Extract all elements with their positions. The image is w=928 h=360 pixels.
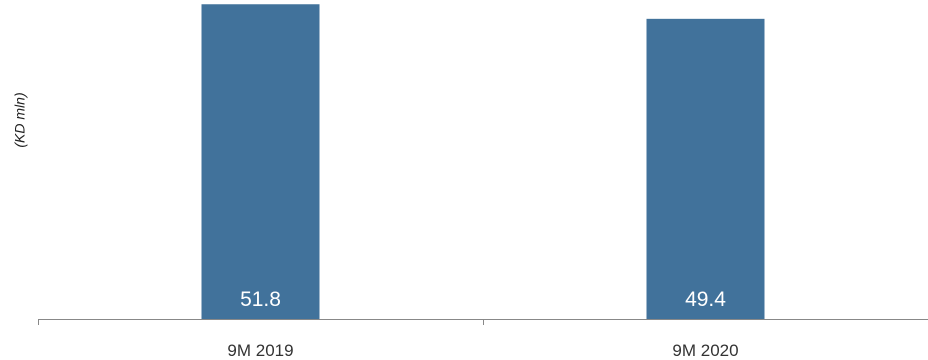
x-tick-label: 9M 2020: [672, 341, 738, 360]
bar: [202, 4, 320, 319]
bar-value-label: 51.8: [240, 288, 281, 311]
x-tick-label: 9M 2019: [227, 341, 293, 360]
bar-value-label: 49.4: [685, 288, 726, 311]
bar: [647, 19, 765, 319]
